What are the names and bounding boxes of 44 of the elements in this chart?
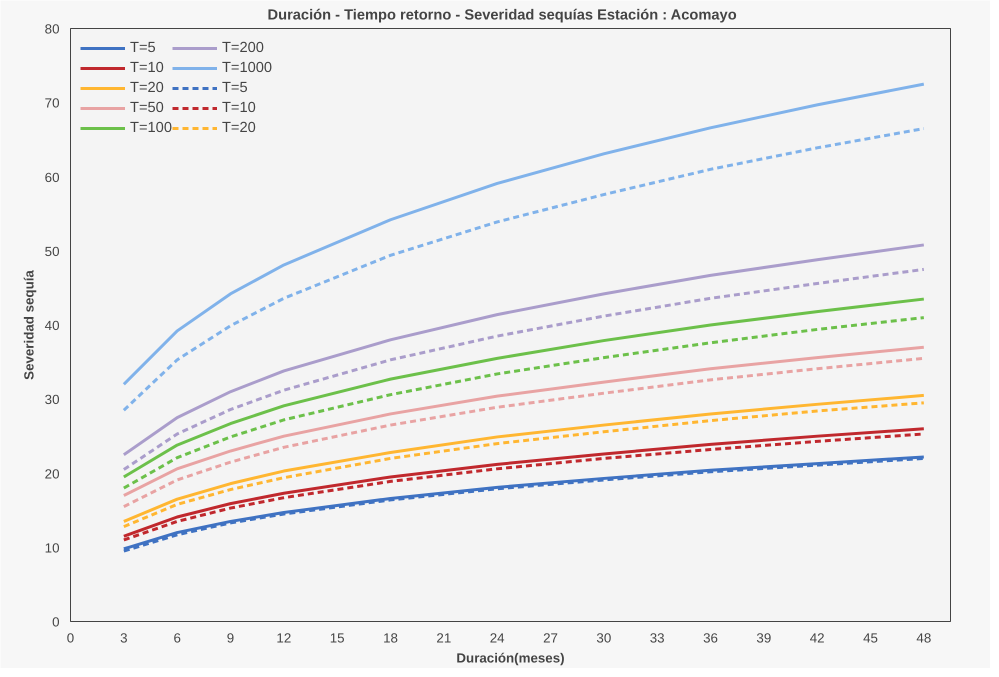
y-tick-label: 30 — [44, 392, 60, 408]
line-series — [122, 243, 926, 456]
x-tick-label: 6 — [173, 630, 181, 646]
x-tick-label: 42 — [810, 630, 825, 646]
legend-label: T=10 — [222, 100, 256, 116]
x-tick-label: 3 — [120, 630, 128, 646]
y-tick-label: 40 — [44, 318, 60, 333]
x-tick-label: 27 — [543, 630, 558, 646]
legend-label: T=200 — [222, 40, 264, 56]
chart-title: Duración - Tiempo retorno - Severidad sequías Estación : Acomayo — [268, 8, 737, 24]
y-tick-label: 10 — [44, 540, 60, 556]
legend-label: T=20 — [222, 120, 256, 136]
x-tick-label: 12 — [276, 630, 292, 646]
y-tick-label: 0 — [52, 614, 60, 630]
y-axis-title: Severidad sequía — [22, 270, 37, 380]
legend-label: T=50 — [130, 100, 164, 116]
legend-label: T=1000 — [222, 60, 272, 76]
x-tick-label: 0 — [66, 630, 74, 646]
x-tick-label: 39 — [756, 630, 772, 646]
line-series — [122, 316, 926, 490]
line-series — [122, 298, 926, 478]
x-axis-title: Duración(meses) — [456, 650, 565, 666]
x-tick-label: 33 — [650, 630, 665, 646]
line-series — [122, 82, 926, 386]
x-tick-label: 45 — [863, 630, 878, 646]
x-tick-label: 15 — [330, 630, 345, 646]
line-series — [122, 268, 926, 472]
y-tick-label: 80 — [44, 22, 60, 36]
x-tick-label: 21 — [436, 630, 452, 646]
y-tick-label: 50 — [44, 244, 60, 259]
x-tick-label: 18 — [383, 630, 398, 646]
legend-label: T=5 — [130, 40, 156, 56]
x-tick-label: 24 — [490, 630, 506, 646]
legend-label: T=5 — [222, 80, 248, 96]
x-tick-label: 9 — [226, 630, 234, 646]
x-tick-label: 36 — [703, 630, 718, 646]
y-tick-label: 70 — [44, 96, 60, 111]
x-tick-label: 48 — [916, 630, 932, 646]
y-tick-label: 20 — [44, 466, 60, 482]
legend-label: T=20 — [130, 80, 164, 96]
x-tick-label: 30 — [596, 630, 612, 646]
legend-label: T=10 — [130, 60, 164, 76]
legend-label: T=100 — [130, 120, 172, 136]
y-tick-label: 60 — [44, 170, 60, 185]
